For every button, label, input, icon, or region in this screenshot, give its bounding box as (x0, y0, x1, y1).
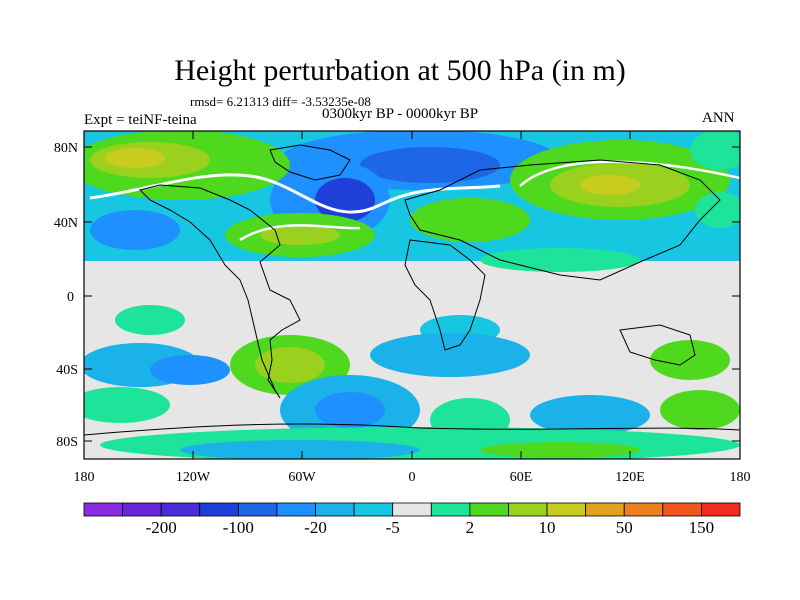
plot-title: Height perturbation at 500 hPa (in m) (174, 54, 626, 87)
lon-label-180w: 180 (74, 470, 95, 485)
colorbar-swatch (585, 502, 625, 517)
coastlines (84, 144, 740, 436)
rmsd-diff-stats: rmsd= 6.21313 diff= -3.53235e-08 (190, 94, 371, 109)
colorbar (83, 502, 741, 517)
lat-label-80s: 80S (56, 435, 78, 450)
season-label: ANN (702, 110, 735, 126)
lat-label-40s: 40S (56, 363, 78, 378)
colorbar-swatch (83, 502, 123, 517)
lon-label-120e: 120E (615, 470, 645, 485)
colorbar-swatch (237, 502, 278, 517)
colorbar-swatch (160, 502, 201, 517)
colorbar-label: -5 (385, 518, 400, 537)
colorbar-swatch (276, 502, 316, 517)
colorbar-swatch (353, 502, 394, 517)
colorbar-label: 50 (615, 518, 633, 537)
colorbar-swatch (701, 502, 741, 517)
colorbar-swatch (623, 502, 664, 517)
colorbar-label: 10 (538, 518, 556, 537)
lat-label-80n: 80N (54, 141, 78, 156)
lon-label-180e: 180 (730, 470, 751, 485)
colorbar-label: -20 (304, 518, 327, 537)
period-label: 0300kyr BP - 0000kyr BP (322, 106, 479, 122)
lon-label-0: 0 (409, 470, 416, 485)
lat-label-0: 0 (67, 290, 74, 305)
colorbar-label: -200 (145, 518, 177, 537)
colorbar-swatch (662, 502, 702, 517)
lon-label-60e: 60E (510, 470, 533, 485)
lon-label-120w: 120W (176, 470, 211, 485)
colorbar-swatch (122, 502, 162, 517)
colorbar-swatch (469, 502, 509, 517)
experiment-label: Expt = teiNF-teina (84, 112, 197, 128)
colorbar-label: 2 (465, 518, 475, 537)
contour-field (84, 131, 740, 459)
lat-label-40n: 40N (54, 216, 78, 231)
colorbar-swatch (315, 502, 355, 517)
lon-label-60w: 60W (288, 470, 316, 485)
colorbar-swatch (392, 502, 432, 517)
colorbar-label: 150 (688, 518, 715, 537)
colorbar-swatch (430, 502, 471, 517)
colorbar-swatch (199, 502, 239, 517)
colorbar-label: -100 (222, 518, 254, 537)
colorbar-swatch (508, 502, 548, 517)
colorbar-swatch (546, 502, 587, 517)
